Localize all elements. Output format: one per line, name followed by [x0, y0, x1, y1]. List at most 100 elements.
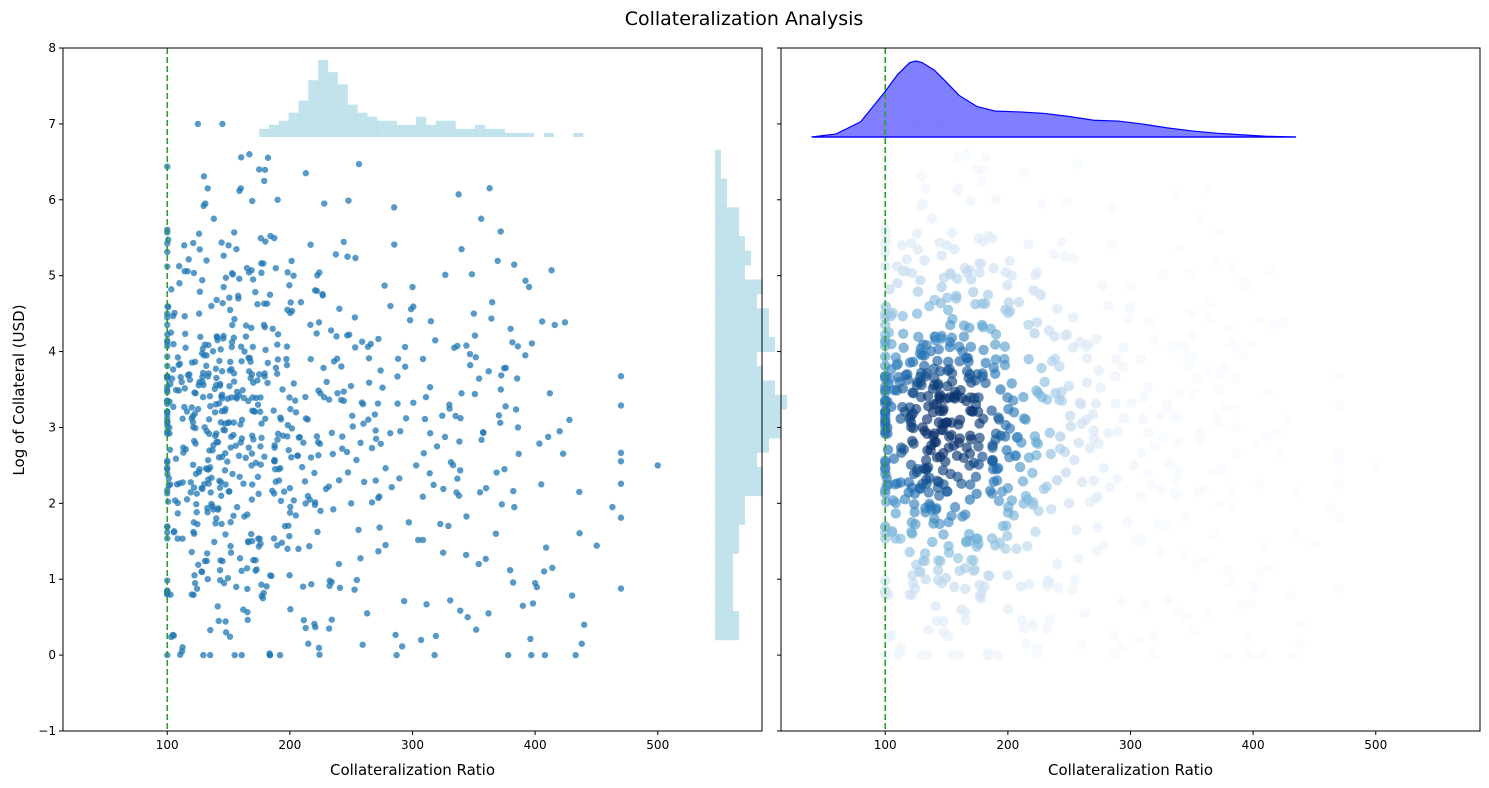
density-point — [980, 377, 991, 389]
density-point — [1031, 642, 1043, 654]
scatter-point — [193, 500, 200, 508]
scatter-point — [492, 530, 500, 537]
density-point — [1002, 392, 1013, 403]
x-marginal-histogram-bar — [465, 128, 476, 137]
scatter-point — [248, 324, 255, 332]
scatter-point — [227, 549, 235, 556]
scatter-point — [313, 433, 321, 440]
density-point — [1272, 426, 1283, 437]
left-scatter-panel: 100 200 300 400 500 −1 0 1 2 3 4 5 6 7 8 Collateralizat… — [10, 41, 787, 779]
scatter-point — [339, 433, 346, 440]
scatter-point — [269, 325, 276, 332]
scatter-point — [219, 557, 226, 565]
density-point — [1081, 353, 1093, 364]
density-point — [1146, 479, 1157, 491]
y-marginal-histogram-bar — [715, 337, 775, 352]
scatter-point — [513, 375, 521, 382]
density-point — [936, 250, 947, 261]
scatter-point — [343, 332, 351, 339]
scatter-point — [185, 256, 192, 263]
scatter-point — [476, 489, 484, 496]
density-point — [1292, 528, 1303, 539]
density-point — [973, 441, 984, 452]
y-marginal-histogram-bar — [715, 236, 745, 251]
scatter-point — [405, 519, 413, 526]
scatter-point — [472, 626, 480, 633]
density-point — [1201, 608, 1212, 619]
scatter-point — [233, 503, 241, 511]
scatter-point — [431, 651, 438, 659]
scatter-point — [238, 651, 245, 659]
density-point — [1256, 566, 1268, 577]
density-point — [1063, 498, 1075, 509]
scatter-point — [312, 623, 319, 631]
scatter-point — [222, 629, 230, 636]
scatter-point — [277, 414, 284, 421]
density-point — [1059, 330, 1071, 341]
density-point — [886, 401, 897, 413]
scatter-point — [489, 299, 496, 306]
scatter-point — [245, 444, 252, 451]
scatter-point — [480, 429, 487, 437]
scatter-point — [227, 542, 234, 550]
scatter-point — [280, 488, 288, 495]
scatter-point — [246, 151, 253, 158]
scatter-point — [426, 430, 434, 437]
scatter-point — [175, 387, 182, 394]
scatter-point — [226, 306, 234, 314]
density-point — [1074, 336, 1086, 347]
scatter-point — [164, 410, 171, 418]
density-point — [999, 341, 1011, 352]
density-point — [913, 331, 924, 343]
density-point — [1135, 353, 1147, 365]
scatter-point — [455, 492, 463, 499]
density-point — [993, 495, 1005, 507]
y-marginal-histogram-bar — [715, 308, 769, 324]
density-point — [922, 391, 934, 402]
scatter-point — [174, 354, 182, 361]
density-point — [1205, 297, 1216, 308]
scatter-point — [252, 288, 259, 296]
scatter-point — [617, 373, 625, 380]
scatter-point — [485, 610, 492, 617]
density-point — [922, 649, 934, 661]
scatter-point — [256, 371, 263, 378]
density-point — [940, 572, 952, 584]
density-point — [1227, 259, 1238, 270]
scatter-point — [226, 382, 233, 390]
scatter-point — [353, 576, 361, 584]
density-point — [919, 255, 930, 266]
scatter-point — [222, 481, 229, 488]
scatter-point — [170, 403, 177, 411]
density-point — [1172, 465, 1184, 476]
density-point — [924, 498, 935, 510]
x-marginal-histogram-bar — [347, 104, 358, 137]
density-point — [1182, 359, 1194, 371]
scatter-point — [501, 465, 508, 473]
scatter-point — [164, 248, 171, 256]
scatter-point — [228, 343, 235, 351]
scatter-point — [347, 500, 355, 507]
scatter-point — [338, 363, 345, 370]
density-point — [960, 614, 971, 626]
scatter-point — [546, 390, 554, 397]
density-point — [1121, 517, 1133, 528]
density-point — [1097, 280, 1108, 291]
density-point — [1018, 168, 1030, 179]
scatter-point — [419, 493, 427, 500]
scatter-point — [281, 522, 289, 530]
scatter-point — [170, 529, 178, 536]
density-point — [1039, 376, 1050, 388]
scatter-point — [437, 520, 444, 528]
density-point — [1245, 598, 1257, 609]
scatter-point — [375, 335, 382, 343]
scatter-point — [203, 257, 210, 264]
scatter-point — [199, 276, 206, 284]
scatter-point — [284, 545, 291, 552]
scatter-point — [164, 303, 172, 311]
scatter-point — [327, 327, 335, 334]
density-point — [969, 564, 980, 575]
scatter-point — [192, 440, 199, 447]
scatter-point — [344, 469, 352, 476]
density-point — [1204, 313, 1215, 324]
